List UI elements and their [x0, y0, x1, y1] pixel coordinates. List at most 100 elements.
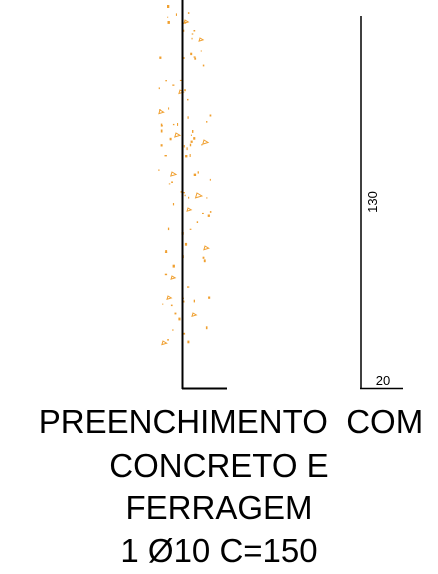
aggregate-speck — [191, 37, 193, 40]
aggregate-speck — [167, 227, 170, 231]
rebar — [181, 0, 227, 390]
aggregate-speck — [184, 194, 186, 197]
aggregate-speck — [165, 250, 168, 253]
aggregate-speck — [177, 123, 179, 126]
aggregate-stone — [170, 171, 178, 177]
aggregate-speck — [175, 13, 177, 16]
aggregate-speck — [164, 273, 168, 276]
aggregate-speck — [187, 286, 190, 288]
aggregate-speck — [187, 116, 189, 119]
aggregate-speck — [192, 130, 194, 133]
aggregate-speck — [209, 211, 212, 213]
aggregate-speck — [184, 89, 186, 92]
caption-line-3: FERRAGEM — [125, 489, 313, 526]
aggregate-stone — [203, 245, 210, 251]
aggregate-speck — [182, 300, 185, 303]
aggregate-speck — [201, 144, 203, 146]
aggregate-speck — [159, 56, 162, 59]
aggregate-speck — [193, 137, 196, 140]
aggregate-speck — [182, 192, 185, 194]
aggregate-speck — [168, 183, 171, 185]
aggregate-speck — [169, 137, 172, 141]
aggregate-speck — [189, 228, 192, 230]
aggregate-stone — [202, 139, 210, 145]
aggregate-speck — [160, 129, 163, 133]
aggregate-speck — [196, 221, 199, 223]
aggregate-stone — [186, 207, 193, 212]
aggregate-speck — [185, 155, 188, 158]
aggregate-speck — [189, 143, 192, 147]
aggregate-speck — [205, 326, 208, 330]
aggregate-speck — [193, 56, 196, 58]
aggregate-speck — [207, 214, 210, 217]
caption-line-2: CONCRETO E — [109, 447, 329, 484]
aggregate-speck — [158, 169, 160, 171]
aggregate-speck — [171, 181, 173, 183]
aggregate-stone — [161, 340, 168, 346]
rebar-dimension-sketch: 130 20 — [360, 16, 403, 390]
aggregate-speck — [172, 329, 174, 331]
aggregate-speck — [206, 197, 208, 199]
aggregate-stone — [158, 109, 165, 115]
aggregate-stone — [198, 37, 205, 42]
aggregate-speck — [160, 144, 163, 147]
aggregate-speck — [170, 304, 173, 307]
aggregate-speck — [172, 84, 175, 86]
aggregate-speck — [168, 107, 170, 110]
aggregate-speck — [200, 50, 202, 52]
aggregate-stone — [166, 295, 173, 301]
aggregate-speck — [174, 312, 177, 315]
caption-line-1: PREENCHIMENTO COM — [38, 403, 424, 440]
detail-drawing: 130 20 — [158, 0, 403, 390]
aggregate-speck — [187, 98, 189, 101]
caption-line-4: 1 Ø10 C=150 — [120, 532, 318, 569]
aggregate-speck — [165, 80, 167, 82]
aggregate-stone — [174, 132, 182, 138]
aggregate-speck — [186, 147, 188, 151]
aggregate-speck — [203, 259, 206, 263]
aggregate-speck — [189, 154, 191, 157]
aggregate-speck — [206, 121, 208, 123]
aggregate-speck — [197, 171, 199, 174]
aggregate-speck — [182, 332, 186, 335]
aggregate-speck — [172, 264, 175, 268]
aggregate-speck — [179, 79, 182, 81]
aggregate-speck — [160, 123, 163, 127]
aggregate-speck — [208, 296, 211, 299]
aggregate-speck — [209, 178, 211, 181]
dimension-vertical-label: 130 — [365, 191, 380, 213]
aggregate-speck — [183, 145, 185, 148]
aggregate-speck — [178, 317, 181, 321]
aggregate-speck — [202, 212, 204, 214]
aggregate-speck — [191, 33, 194, 35]
aggregate-speck — [184, 242, 188, 246]
aggregate-stone — [183, 19, 190, 24]
aggregate-stone — [170, 275, 177, 280]
aggregate-speck — [209, 114, 212, 117]
concrete-aggregate-hatch — [158, 5, 212, 346]
aggregate-speck — [193, 30, 196, 32]
dimension-horizontal-label: 20 — [376, 373, 390, 388]
aggregate-speck — [187, 12, 190, 14]
aggregate-speck — [202, 64, 205, 67]
aggregate-speck — [167, 16, 169, 18]
aggregate-speck — [193, 299, 195, 303]
aggregate-speck — [158, 87, 160, 90]
aggregate-speck — [167, 339, 169, 341]
aggregate-speck — [188, 196, 190, 199]
aggregate-speck — [190, 52, 193, 56]
aggregate-speck — [202, 256, 205, 259]
aggregate-speck — [187, 340, 190, 344]
aggregate-speck — [167, 5, 170, 8]
aggregate-stone — [191, 312, 198, 318]
aggregate-speck — [172, 203, 175, 206]
aggregate-speck — [194, 57, 197, 60]
aggregate-speck — [162, 303, 164, 305]
aggregate-speck — [190, 134, 192, 136]
aggregate-speck — [172, 123, 175, 126]
aggregate-speck — [190, 140, 193, 143]
aggregate-speck — [193, 173, 197, 176]
aggregate-speck — [164, 155, 167, 157]
aggregate-speck — [183, 57, 185, 59]
aggregate-stone — [194, 192, 204, 199]
